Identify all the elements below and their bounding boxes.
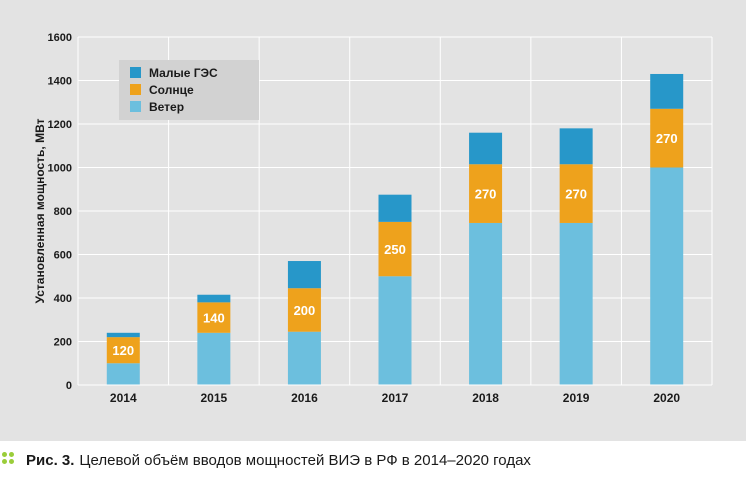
- x-tick-label: 2014: [110, 391, 137, 405]
- bar-солнце-2019: [559, 164, 593, 223]
- y-axis-label: Установленная мощность, МВт: [33, 118, 47, 303]
- x-tick-label: 2017: [382, 391, 409, 405]
- caption-text: Целевой объём вводов мощностей ВИЭ в РФ …: [79, 451, 531, 469]
- bar-малые-гэс-2016: [287, 261, 321, 289]
- chart-panel: 0 200 400 600 800 1000 1200 1400 1600 120 2014 140 2…: [0, 0, 746, 441]
- x-tick-label: 2020: [653, 391, 680, 405]
- x-tick-label: 2016: [291, 391, 318, 405]
- x-tick-label: 2019: [563, 391, 590, 405]
- bar-малые-гэс-2017: [378, 194, 412, 222]
- bar-солнце-2014: [106, 337, 140, 364]
- bar-малые-гэс-2015: [197, 294, 231, 303]
- data-label-solar-2019: 270: [565, 187, 587, 202]
- caption-label: Рис. 3.: [26, 451, 75, 469]
- legend-label: Ветер: [149, 100, 184, 114]
- y-tick-label: 1400: [48, 76, 72, 88]
- y-tick-label: 200: [54, 337, 72, 349]
- legend-label: Малые ГЭС: [149, 66, 218, 80]
- bar-солнце-2015: [197, 302, 231, 333]
- data-label-solar-2016: 200: [294, 303, 316, 318]
- bar-ветер-2015: [197, 332, 231, 385]
- legend-swatch: [130, 101, 141, 112]
- bar-ветер-2020: [650, 167, 684, 385]
- y-tick-label: 400: [54, 293, 72, 305]
- bar-солнце-2020: [650, 108, 684, 168]
- x-tick-label: 2018: [472, 391, 499, 405]
- bar-ветер-2016: [287, 331, 321, 385]
- data-label-solar-2018: 270: [475, 187, 497, 202]
- bar-солнце-2018: [469, 164, 503, 223]
- bar-малые-гэс-2019: [559, 128, 593, 165]
- data-label-solar-2017: 250: [384, 242, 406, 257]
- data-label-solar-2020: 270: [656, 131, 678, 146]
- bar-ветер-2017: [378, 276, 412, 385]
- bar-малые-гэс-2020: [650, 73, 684, 109]
- dots-icon: [2, 451, 20, 469]
- bar-ветер-2019: [559, 222, 593, 385]
- legend-swatch: [130, 67, 141, 78]
- legend-box: [119, 60, 259, 120]
- x-tick-label: 2015: [201, 391, 228, 405]
- data-label-solar-2015: 140: [203, 311, 225, 326]
- data-label-solar-2014: 120: [112, 343, 134, 358]
- figure-caption: Рис. 3. Целевой объём вводов мощностей В…: [0, 447, 746, 473]
- stacked-bar-chart: 0 200 400 600 800 1000 1200 1400 1600 120 2014 140 2…: [33, 32, 713, 405]
- bar-малые-гэс-2014: [106, 332, 140, 338]
- y-tick-label: 800: [54, 206, 72, 218]
- legend-swatch: [130, 84, 141, 95]
- legend-label: Солнце: [149, 83, 194, 97]
- y-tick-label: 1000: [48, 163, 72, 175]
- y-tick-label: 1200: [48, 119, 72, 131]
- y-tick-label: 0: [66, 380, 72, 392]
- bar-ветер-2018: [469, 222, 503, 385]
- bar-солнце-2017: [378, 221, 412, 277]
- bar-малые-гэс-2018: [469, 132, 503, 165]
- bar-ветер-2014: [106, 363, 140, 385]
- y-tick-label: 600: [54, 250, 72, 262]
- bar-солнце-2016: [287, 288, 321, 332]
- y-tick-label: 1600: [48, 32, 72, 44]
